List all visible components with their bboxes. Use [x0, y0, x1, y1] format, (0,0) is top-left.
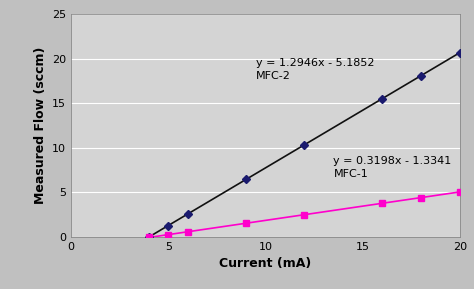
X-axis label: Current (mA): Current (mA): [219, 257, 311, 271]
Text: y = 1.2946x - 5.1852
MFC-2: y = 1.2946x - 5.1852 MFC-2: [255, 58, 374, 81]
Y-axis label: Measured Flow (sccm): Measured Flow (sccm): [34, 47, 46, 204]
Text: y = 0.3198x - 1.3341
MFC-1: y = 0.3198x - 1.3341 MFC-1: [333, 156, 452, 179]
